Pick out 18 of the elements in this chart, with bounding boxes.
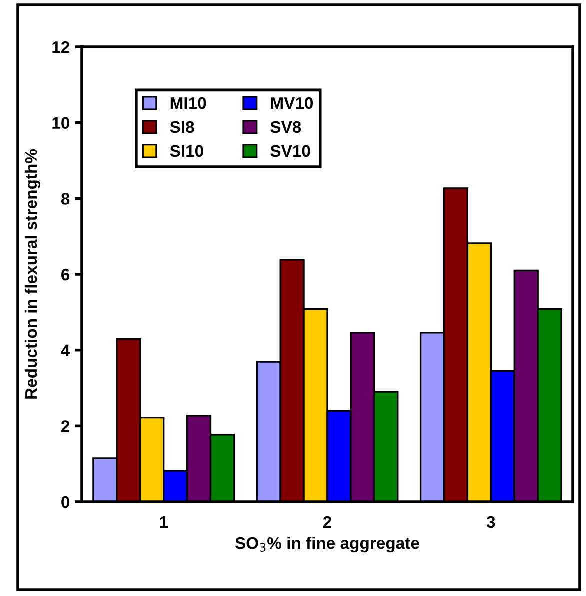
legend-label: SI10 — [170, 145, 204, 158]
y-tick-label: 4 — [61, 344, 70, 356]
x-tick-label: 2 — [323, 516, 332, 528]
y-tick-label: 10 — [52, 117, 70, 130]
y-tick-label: 12 — [52, 41, 70, 54]
y-tick-label: 6 — [62, 268, 70, 281]
x-tick-label: 3 — [486, 516, 496, 528]
legend-label: SV10 — [270, 145, 310, 158]
legend-label: SI8 — [170, 121, 194, 134]
legend-label: MV10 — [271, 97, 314, 110]
x-tick-label: 1 — [160, 516, 168, 528]
legend-label: MI10 — [170, 97, 206, 110]
legend-label: SV8 — [270, 121, 302, 134]
y-axis-title: Reduction in flexural strength% — [24, 149, 41, 399]
y-tick-label: 0 — [62, 496, 70, 508]
y-tick-label: 2 — [62, 420, 70, 432]
y-tick-label: 8 — [61, 193, 70, 205]
x-axis-title: SO$_{3}$% in fine aggregate — [235, 536, 420, 553]
